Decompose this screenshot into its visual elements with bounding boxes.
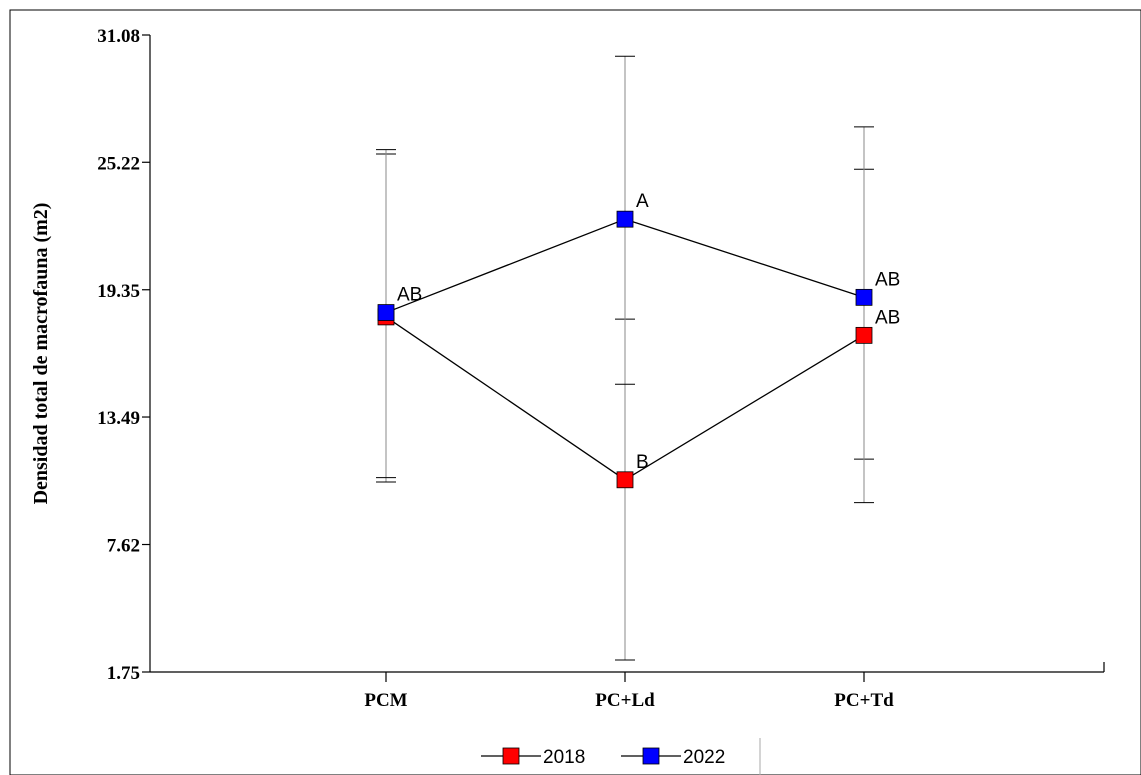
error-bars: [376, 55, 874, 661]
y-tick-label: 13.49: [97, 408, 140, 429]
point-label: B: [636, 452, 649, 473]
legend: 2018 2022: [481, 738, 761, 775]
marker-2018: [616, 471, 634, 489]
marker-2022: [377, 304, 395, 321]
y-tick-label: 1.75: [107, 663, 140, 684]
x-tick-label: PC+Td: [834, 690, 894, 711]
y-axis-label: Densidad total de macrofauna (m2): [30, 203, 52, 505]
legend-label: 2022: [683, 747, 725, 768]
point-label: A: [636, 191, 649, 212]
figure-frame: [9, 9, 1141, 775]
series-markers: [377, 210, 873, 489]
point-label: AB: [875, 307, 900, 328]
marker-2022: [855, 288, 873, 306]
legend-marker: [502, 747, 520, 765]
x-tick-label: PCM: [364, 690, 407, 711]
point-labels: B AB AB A AB: [397, 191, 900, 473]
y-tick-label: 31.08: [97, 26, 140, 47]
marker-2022: [616, 210, 634, 228]
legend-marker: [642, 747, 660, 765]
marker-2018: [855, 326, 873, 344]
point-label: AB: [875, 269, 900, 290]
x-tick-label: PC+Ld: [595, 690, 655, 711]
axes: 1.75 7.62 13.49 19.35 25.22 31.08 PCM PC+Ld PC+T…: [30, 26, 1105, 711]
point-label: AB: [397, 285, 422, 306]
legend-label: 2018: [543, 747, 585, 768]
y-tick-label: 19.35: [97, 281, 140, 302]
y-tick-label: 7.62: [107, 536, 140, 557]
y-tick-label: 25.22: [97, 153, 140, 174]
